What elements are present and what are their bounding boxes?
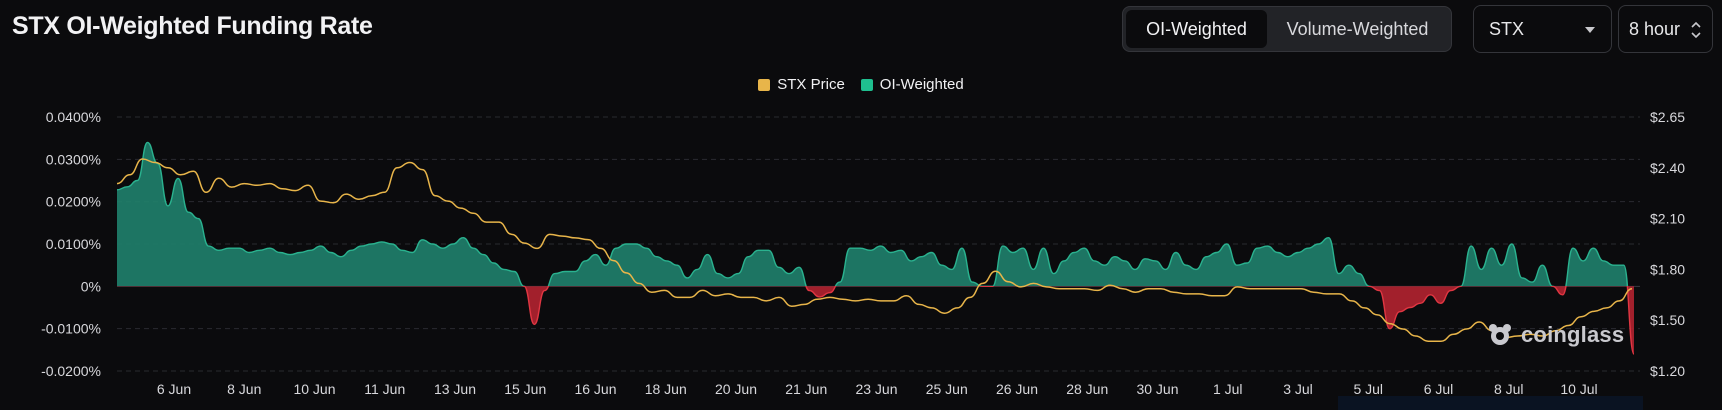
- y-right-tick-label: $1.20: [1650, 363, 1685, 379]
- x-tick-label: 21 Jun: [785, 381, 827, 397]
- y-left-tick-label: -0.0100%: [41, 321, 101, 337]
- y-right-tick-label: $1.80: [1650, 261, 1685, 277]
- funding-positive-line: [116, 141, 1629, 286]
- x-tick-label: 15 Jun: [504, 381, 546, 397]
- legend-item-price[interactable]: STX Price: [758, 76, 845, 93]
- grid-lines: [117, 116, 1640, 372]
- axis-labels: 0.0400% 0.0300% 0.0200% 0.0100% 0% -0.0100% -0…: [41, 109, 1685, 397]
- x-tick-label: 16 Jun: [574, 381, 616, 397]
- x-tick-label: 13 Jun: [434, 381, 476, 397]
- x-tick-label: 23 Jun: [855, 381, 897, 397]
- legend-label-price: STX Price: [777, 76, 845, 93]
- coinglass-watermark: coinglass: [1485, 322, 1624, 348]
- x-tick-label: 5 Jul: [1353, 381, 1383, 397]
- symbol-select[interactable]: STX: [1473, 5, 1612, 53]
- coinglass-logo-icon: [1489, 324, 1511, 345]
- up-down-chevron-icon: [1691, 21, 1701, 39]
- funding-positive-area: [117, 142, 1628, 286]
- page-title: STX OI-Weighted Funding Rate: [12, 12, 373, 40]
- x-tick-label: 26 Jun: [996, 381, 1038, 397]
- y-left-tick-label: 0.0100%: [46, 236, 101, 252]
- interval-select-value: 8 hour: [1629, 18, 1681, 39]
- x-tick-label: 28 Jun: [1066, 381, 1108, 397]
- chart-legend: STX Price OI-Weighted: [0, 76, 1722, 93]
- legend-label-oi: OI-Weighted: [879, 76, 964, 93]
- tab-oi-weighted[interactable]: OI-Weighted: [1126, 10, 1267, 48]
- x-tick-label: 18 Jun: [645, 381, 687, 397]
- x-tick-label: 8 Jul: [1494, 381, 1524, 397]
- chevron-down-icon: [1585, 27, 1595, 33]
- x-tick-label: 1 Jul: [1213, 381, 1243, 397]
- x-tick-label: 8 Jun: [227, 381, 261, 397]
- x-tick-label: 30 Jun: [1136, 381, 1178, 397]
- y-left-tick-label: 0%: [81, 278, 101, 294]
- bottom-overlay: [1338, 396, 1643, 410]
- x-tick-label: 6 Jun: [157, 381, 191, 397]
- x-tick-label: 3 Jul: [1283, 381, 1313, 397]
- watermark-text: coinglass: [1521, 322, 1625, 347]
- interval-select[interactable]: 8 hour: [1618, 5, 1713, 53]
- x-tick-label: 25 Jun: [926, 381, 968, 397]
- price-line-group: [116, 158, 1633, 342]
- symbol-select-value: STX: [1489, 18, 1525, 39]
- y-right-tick-label: $1.50: [1650, 312, 1685, 328]
- y-left-tick-label: 0.0200%: [46, 194, 101, 210]
- y-left-tick-label: 0.0400%: [46, 109, 101, 125]
- y-right-tick-label: $2.10: [1650, 211, 1685, 227]
- tab-volume-weighted[interactable]: Volume-Weighted: [1286, 18, 1429, 39]
- x-tick-label: 11 Jun: [364, 381, 405, 397]
- x-tick-label: 20 Jun: [715, 381, 757, 397]
- x-tick-label: 10 Jun: [293, 381, 335, 397]
- funding-negative-line: [521, 286, 1635, 355]
- x-tick-label: 10 Jul: [1560, 381, 1597, 397]
- legend-swatch-price: [758, 78, 771, 91]
- weighting-toggle: OI-Weighted Volume-Weighted: [1122, 6, 1452, 52]
- legend-item-oi[interactable]: OI-Weighted: [860, 76, 964, 93]
- legend-swatch-oi: [860, 78, 873, 91]
- y-right-tick-label: $2.40: [1650, 160, 1685, 176]
- y-left-tick-label: 0.0300%: [46, 151, 101, 167]
- y-left-tick-label: -0.0200%: [41, 363, 101, 379]
- y-right-tick-label: $2.65: [1650, 109, 1685, 125]
- x-tick-label: 6 Jul: [1424, 381, 1454, 397]
- funding-area: [116, 141, 1635, 355]
- price-line: [116, 158, 1633, 342]
